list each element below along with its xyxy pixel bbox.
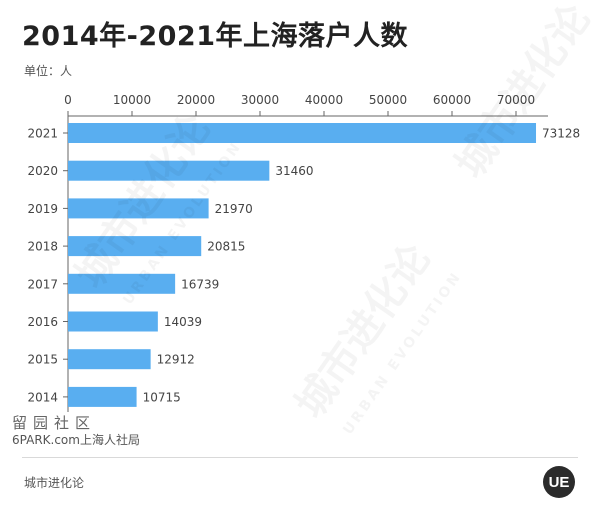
bar-2020 bbox=[68, 160, 270, 181]
x-tick-label-10000: 10000 bbox=[113, 93, 151, 107]
category-label-2014: 2014 bbox=[27, 390, 58, 404]
bar-2018 bbox=[68, 236, 202, 257]
bar-2019 bbox=[68, 198, 209, 219]
data-label-2019: 21970 bbox=[215, 202, 253, 216]
data-label-2014: 10715 bbox=[143, 390, 181, 404]
bar-2014 bbox=[68, 386, 137, 407]
category-label-2021: 2021 bbox=[27, 127, 58, 141]
unit-label: 单位：人 bbox=[24, 64, 73, 78]
bar-2021 bbox=[68, 123, 537, 143]
x-tick-label-70000: 70000 bbox=[497, 93, 535, 107]
chart-title: 2014年-2021年上海落户人数 bbox=[22, 21, 408, 52]
category-label-2020: 2020 bbox=[27, 164, 58, 178]
category-label-2016: 2016 bbox=[27, 315, 58, 329]
data-label-2016: 14039 bbox=[164, 315, 202, 329]
x-tick-label-40000: 40000 bbox=[305, 93, 343, 107]
category-label-2019: 2019 bbox=[27, 202, 58, 216]
category-label-2015: 2015 bbox=[27, 353, 58, 367]
x-tick-label-0: 0 bbox=[64, 93, 72, 107]
x-tick-label-50000: 50000 bbox=[369, 93, 407, 107]
source-stamp: 留园社区 bbox=[12, 414, 97, 432]
data-label-2017: 16739 bbox=[181, 277, 219, 291]
x-tick-label-30000: 30000 bbox=[241, 93, 279, 107]
bar-2015 bbox=[68, 349, 151, 370]
data-label-2015: 12912 bbox=[157, 353, 195, 367]
x-tick-label-20000: 20000 bbox=[177, 93, 215, 107]
category-label-2017: 2017 bbox=[27, 277, 58, 291]
data-label-2021: 73128 bbox=[542, 127, 580, 141]
category-label-2018: 2018 bbox=[27, 240, 58, 254]
source-text: 6PARK.com上海人社局 bbox=[12, 433, 140, 447]
data-label-2018: 20815 bbox=[207, 240, 245, 254]
bar-2016 bbox=[68, 311, 158, 332]
brand-logo-icon: UE bbox=[543, 466, 575, 498]
bar-2017 bbox=[68, 273, 176, 294]
footer-divider bbox=[22, 457, 578, 458]
data-label-2020: 31460 bbox=[275, 164, 313, 178]
brand-name: 城市进化论 bbox=[24, 476, 85, 490]
x-tick-label-60000: 60000 bbox=[433, 93, 471, 107]
